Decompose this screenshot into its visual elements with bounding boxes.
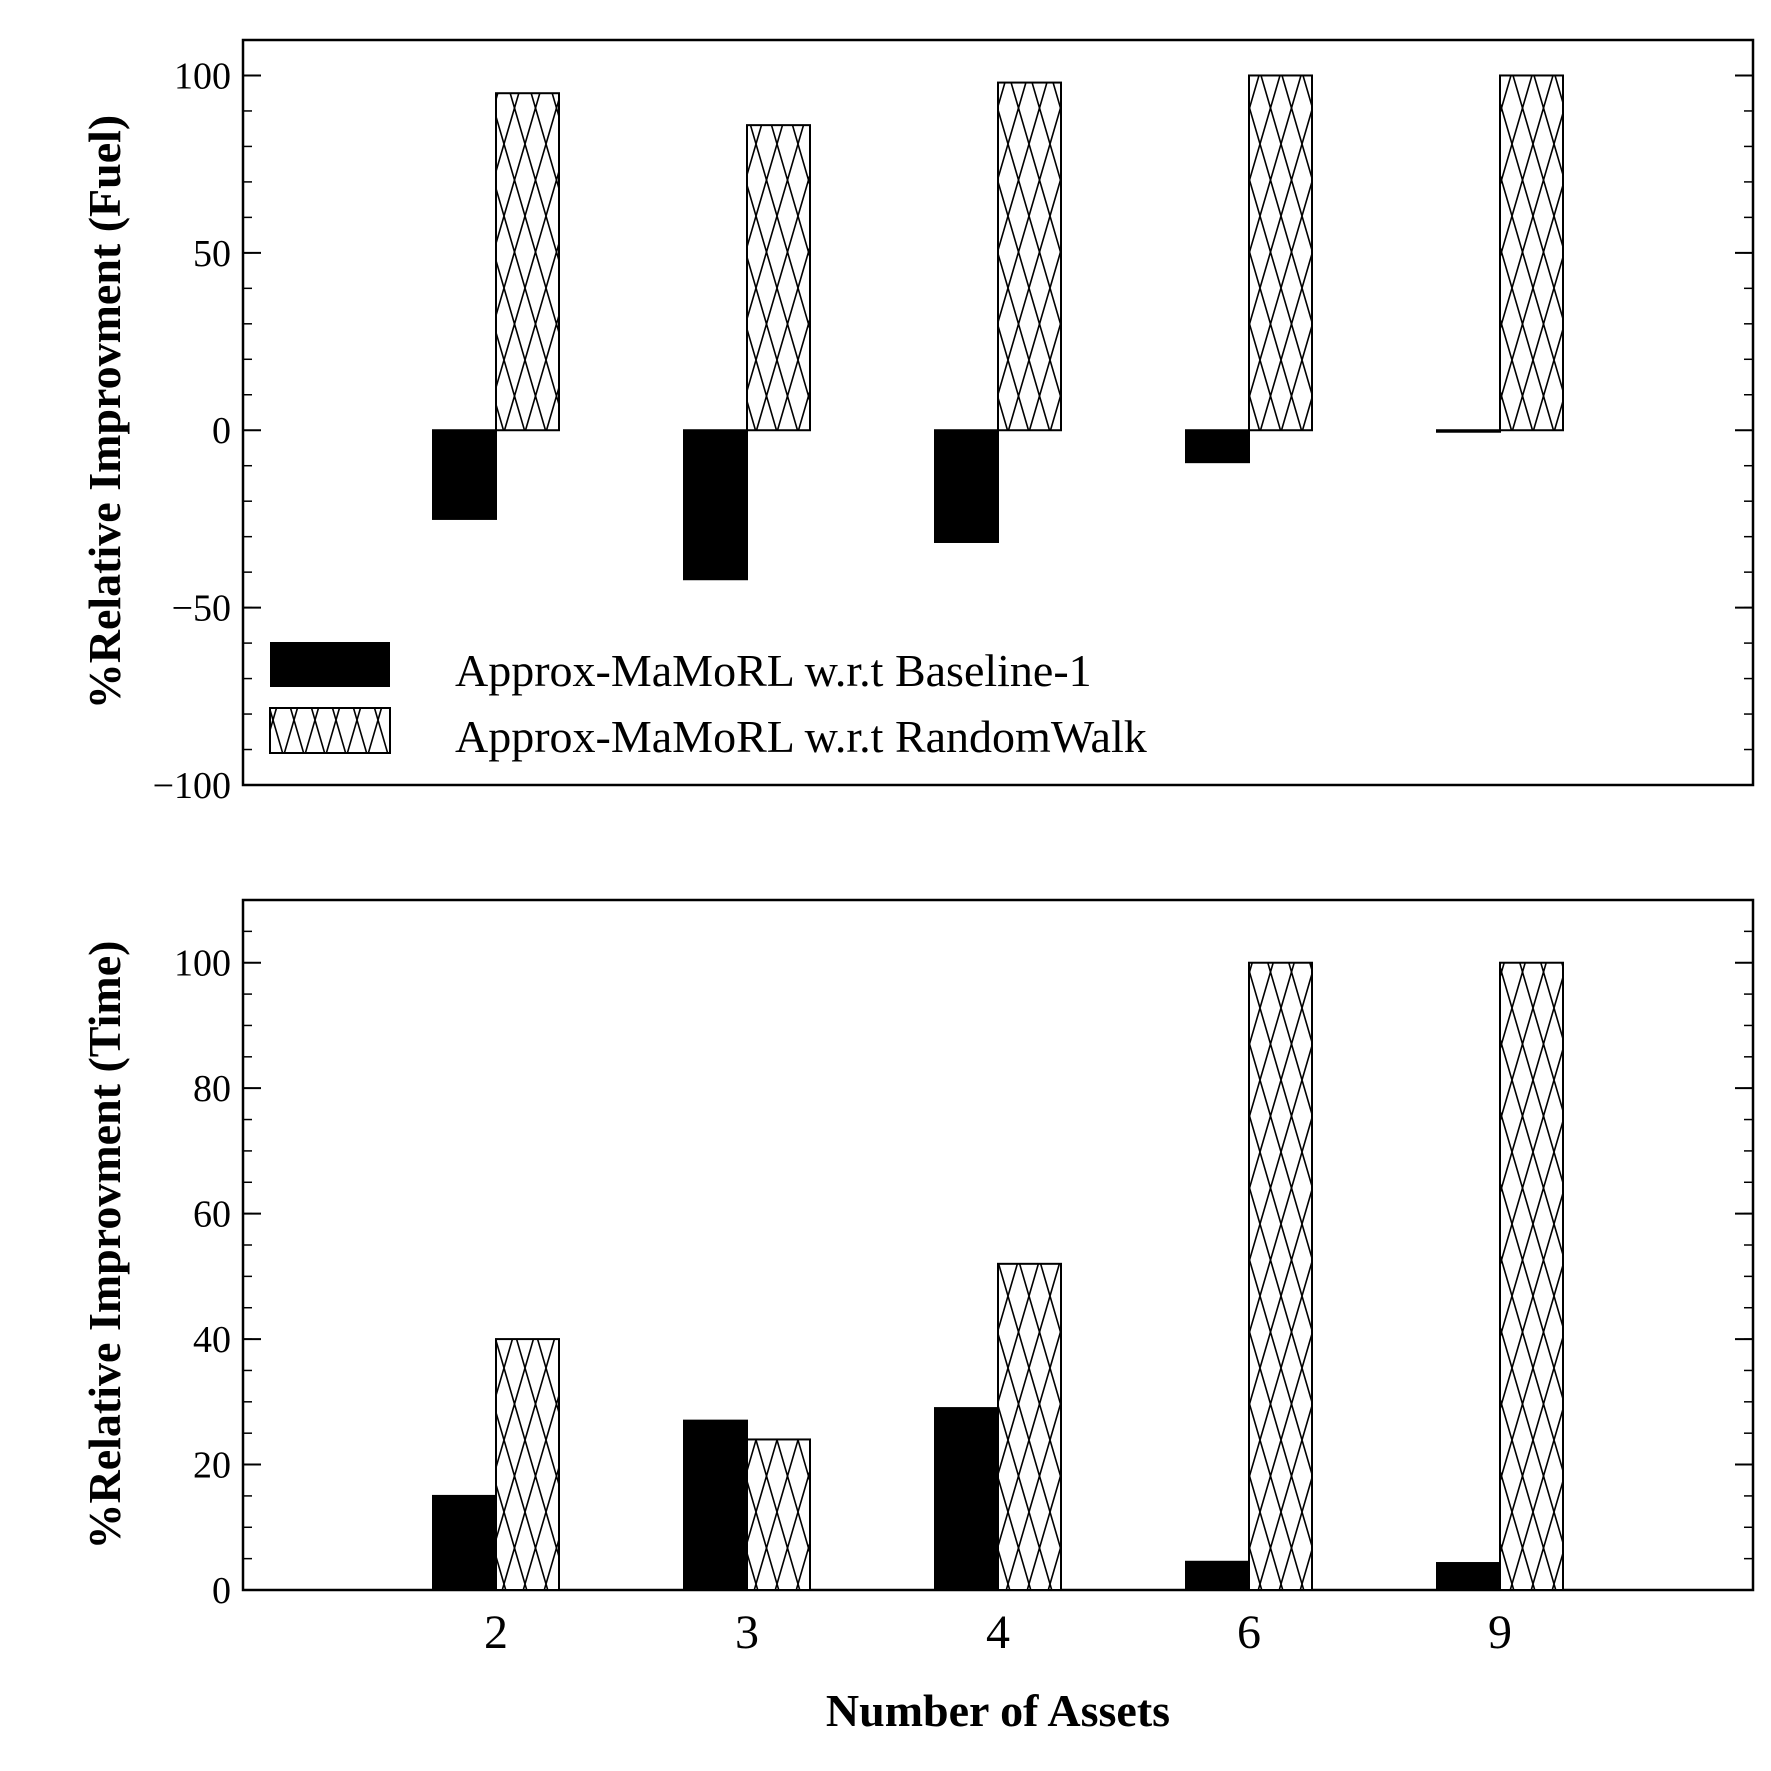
- time-bar-baseline-9: [1437, 1563, 1500, 1590]
- time-bar-baseline-3: [684, 1421, 747, 1590]
- time-bar-baseline-2: [433, 1496, 496, 1590]
- fuel-bars: [433, 75, 1563, 579]
- x-tick-label: 6: [1237, 1606, 1261, 1659]
- time-bar-randomwalk-9: [1500, 963, 1563, 1590]
- fuel-y-tick-label: 100: [174, 55, 231, 97]
- time-bar-randomwalk-2: [496, 1339, 559, 1590]
- x-tick-label: 9: [1488, 1606, 1512, 1659]
- legend: Approx-MaMoRL w.r.t Baseline-1 Approx-Ma…: [270, 642, 1147, 762]
- time-panel: 0 20 40 60 80 100 2 3 4 6 9 %Relative Improvment …: [79, 900, 1753, 1736]
- fuel-bar-baseline-9: [1437, 430, 1500, 432]
- fuel-bar-baseline-3: [684, 430, 747, 579]
- x-axis-label: Number of Assets: [826, 1685, 1170, 1736]
- fuel-y-tick-label: 50: [193, 233, 231, 275]
- fuel-panel: −100 −50 0 50 100 %Relative Improvment (Fuel…: [79, 40, 1753, 807]
- x-tick-label: 3: [735, 1606, 759, 1659]
- x-tick-label: 4: [986, 1606, 1010, 1659]
- time-bar-baseline-6: [1186, 1562, 1249, 1590]
- x-tick-labels: 2 3 4 6 9: [484, 1606, 1512, 1659]
- fuel-bar-randomwalk-6: [1249, 75, 1312, 430]
- fuel-y-tick-label: 0: [212, 410, 231, 452]
- legend-label-baseline: Approx-MaMoRL w.r.t Baseline-1: [455, 645, 1092, 696]
- time-y-tick-label: 80: [193, 1068, 231, 1110]
- fuel-bar-randomwalk-3: [747, 125, 810, 430]
- time-y-axis-label: %Relative Improvment (Time): [79, 941, 130, 1550]
- fuel-bar-randomwalk-4: [998, 83, 1061, 431]
- time-bar-randomwalk-6: [1249, 963, 1312, 1590]
- time-y-tick-label: 100: [174, 943, 231, 985]
- time-y-tick-label: 40: [193, 1319, 231, 1361]
- time-y-tick-label: 60: [193, 1194, 231, 1236]
- fuel-bar-randomwalk-9: [1500, 75, 1563, 430]
- fuel-y-tick-label: −50: [172, 588, 231, 630]
- x-tick-label: 2: [484, 1606, 508, 1659]
- time-bar-randomwalk-3: [747, 1439, 810, 1590]
- time-y-tick-label: 20: [193, 1445, 231, 1487]
- fuel-y-tick-label: −100: [153, 765, 231, 807]
- time-bar-randomwalk-4: [998, 1264, 1061, 1590]
- time-bar-baseline-4: [935, 1408, 998, 1590]
- fuel-bar-baseline-6: [1186, 430, 1249, 462]
- time-y-tick-label: 0: [212, 1570, 231, 1612]
- fuel-bar-baseline-4: [935, 430, 998, 542]
- fuel-bar-baseline-2: [433, 430, 496, 519]
- fuel-bar-randomwalk-2: [496, 93, 559, 430]
- fuel-y-axis-label: %Relative Improvment (Fuel): [79, 115, 130, 709]
- legend-swatch-baseline: [270, 642, 390, 687]
- time-bars: [433, 963, 1563, 1590]
- legend-label-randomwalk: Approx-MaMoRL w.r.t RandomWalk: [455, 711, 1147, 762]
- legend-swatch-randomwalk: [270, 708, 390, 753]
